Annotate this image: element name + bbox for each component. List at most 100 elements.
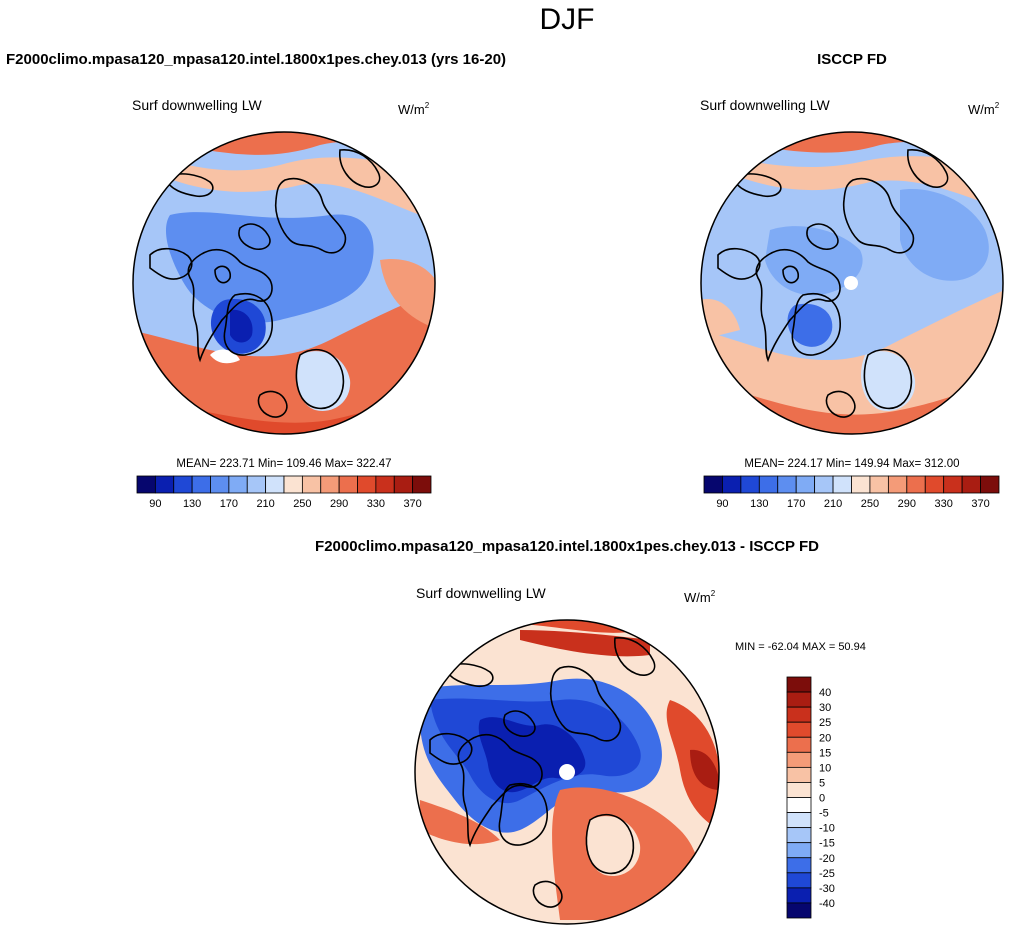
colorbar-swatch <box>722 475 742 494</box>
colorbar-swatch <box>777 475 797 494</box>
map-fill-cold-right <box>900 189 989 281</box>
panel-model-map-border <box>132 131 436 435</box>
colorbar-tick-label: 40 <box>819 687 831 699</box>
map-fill-warm-right <box>380 259 435 330</box>
colorbar-swatch <box>338 475 358 494</box>
colorbar-swatch <box>786 736 812 753</box>
panel-diff-stats: MIN = -62.04 MAX = 50.94 <box>735 641 866 653</box>
colorbar-tick-label: 90 <box>149 498 161 510</box>
colorbar-swatch <box>191 475 211 494</box>
map-fill-cold-greenland <box>787 303 833 347</box>
panel-diff-colorbar <box>786 676 812 919</box>
panel-diff-variable: Surf downwelling LW <box>416 585 546 601</box>
map-fill-hot-right <box>690 749 719 790</box>
colorbar-swatch <box>173 475 193 494</box>
panel-diff-pole-missing <box>559 764 575 780</box>
colorbar-tick-label: 330 <box>367 498 385 510</box>
panel-obs-stats: MEAN= 224.17 Min= 149.94 Max= 312.00 <box>744 458 959 470</box>
colorbar-tick-label: 20 <box>819 732 831 744</box>
colorbar-swatch <box>786 812 812 829</box>
colorbar-tick-label: 250 <box>293 498 311 510</box>
panel-diff-map-border <box>414 619 720 925</box>
colorbar-swatch <box>924 475 945 494</box>
map-fill-scandinavia <box>585 816 641 876</box>
panel-model-stats: MEAN= 223.71 Min= 109.46 Max= 322.47 <box>176 458 391 470</box>
colorbar-tick-label: -20 <box>819 853 835 865</box>
map-fill-coldest <box>478 717 586 793</box>
colorbar-swatch <box>906 475 926 494</box>
colorbar-swatch <box>393 475 414 494</box>
colorbar-swatch <box>786 691 812 708</box>
colorbar-tick-label: 370 <box>403 498 421 510</box>
map-coastlines <box>717 149 949 418</box>
colorbar-tick-label: -30 <box>819 883 835 895</box>
colorbar-swatch <box>228 475 248 494</box>
colorbar-swatch <box>786 842 812 859</box>
colorbar-swatch <box>740 475 760 494</box>
colorbar-tick-label: -40 <box>819 898 835 910</box>
colorbar-swatch <box>758 475 779 494</box>
colorbar-tick-label: 170 <box>787 498 805 510</box>
map-fill-light-warm-top <box>133 150 420 215</box>
colorbar-swatch <box>301 475 322 494</box>
colorbar-swatch <box>265 475 285 494</box>
panel-obs-pole-missing <box>844 276 858 290</box>
colorbar-swatch <box>832 475 852 494</box>
colorbar-swatch <box>786 887 812 904</box>
panel-obs-variable: Surf downwelling LW <box>700 97 830 113</box>
colorbar-swatch <box>786 872 812 889</box>
colorbar-tick-label: -10 <box>819 823 835 835</box>
colorbar-tick-label: 0 <box>819 793 825 805</box>
map-coastlines <box>149 149 381 418</box>
colorbar-swatch <box>357 475 377 494</box>
colorbar-tick-label: 5 <box>819 777 825 789</box>
colorbar-tick-label: 10 <box>819 762 831 774</box>
panel-obs-map-border <box>700 131 1004 435</box>
panel-diff-colorbar-labels: 40 30 25 20 15 10 5 0 -5 -10 -15 -20 -25 -30 -40 <box>819 687 835 910</box>
panel-diff-title: F2000climo.mpasa120_mpasa120.intel.1800x… <box>315 538 819 555</box>
map-fill-hot-top <box>520 630 650 657</box>
colorbar-tick-label: 25 <box>819 717 831 729</box>
colorbar-tick-label: 15 <box>819 747 831 759</box>
colorbar-swatch <box>869 475 889 494</box>
colorbar-tick-label: -25 <box>819 868 835 880</box>
colorbar-swatch <box>786 676 812 693</box>
colorbar-tick-label: 290 <box>330 498 348 510</box>
map-fill-warm-bottom <box>133 290 435 434</box>
colorbar-tick-label: 170 <box>220 498 238 510</box>
map-fill-warm-left <box>701 299 740 340</box>
colorbar-swatch <box>154 475 175 494</box>
map-fill-warm-left <box>420 800 500 845</box>
colorbar-tick-label: 130 <box>183 498 201 510</box>
panel-obs-units: W/m2 <box>968 101 1000 117</box>
colorbar-tick-label: 30 <box>819 702 831 714</box>
panel-diff-units: W/m2 <box>684 589 716 605</box>
map-coastlines <box>429 637 656 908</box>
colorbar-swatch <box>320 475 340 494</box>
colorbar-swatch <box>961 475 981 494</box>
colorbar-swatch <box>786 827 812 844</box>
colorbar-tick-label: -15 <box>819 838 835 850</box>
colorbar-swatch <box>786 721 812 738</box>
panel-diff-map <box>415 620 719 924</box>
panel-obs-title: ISCCP FD <box>817 51 887 68</box>
colorbar-swatch <box>814 475 834 494</box>
colorbar-swatch <box>786 751 812 768</box>
map-fill-scandinavia <box>295 351 351 411</box>
colorbar-swatch <box>786 902 812 919</box>
colorbar-swatch <box>795 475 816 494</box>
colorbar-swatch <box>703 475 723 494</box>
colorbar-swatch <box>786 782 812 798</box>
colorbar-swatch <box>943 475 963 494</box>
colorbar-swatch <box>980 475 1000 494</box>
colorbar-swatch <box>412 475 432 494</box>
colorbar-tick-label: 290 <box>898 498 916 510</box>
panel-model-title: F2000climo.mpasa120_mpasa120.intel.1800x… <box>6 51 506 68</box>
panel-model-variable: Surf downwelling LW <box>132 97 262 113</box>
colorbar-swatch <box>210 475 230 494</box>
colorbar-swatch <box>786 797 812 813</box>
colorbar-swatch <box>283 475 303 494</box>
colorbar-swatch <box>786 766 812 783</box>
colorbar-tick-label: 130 <box>750 498 768 510</box>
